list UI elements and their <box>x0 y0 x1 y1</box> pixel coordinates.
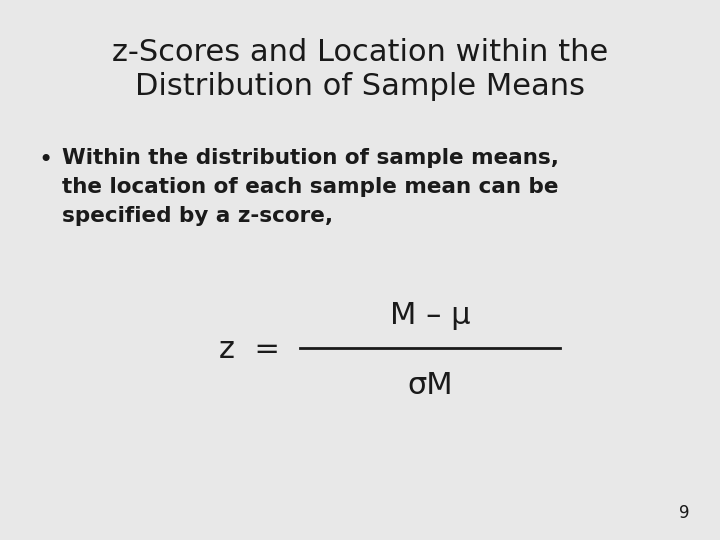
Text: 9: 9 <box>680 504 690 522</box>
Text: Within the distribution of sample means,: Within the distribution of sample means, <box>62 148 559 168</box>
Text: specified by a z-score,: specified by a z-score, <box>62 206 333 226</box>
Text: the location of each sample mean can be: the location of each sample mean can be <box>62 177 559 197</box>
Text: M – μ: M – μ <box>390 300 470 329</box>
Text: z  =: z = <box>219 335 280 364</box>
Text: σM: σM <box>408 370 453 400</box>
Text: z-Scores and Location within the: z-Scores and Location within the <box>112 38 608 67</box>
Text: •: • <box>38 148 53 172</box>
Text: Distribution of Sample Means: Distribution of Sample Means <box>135 72 585 101</box>
